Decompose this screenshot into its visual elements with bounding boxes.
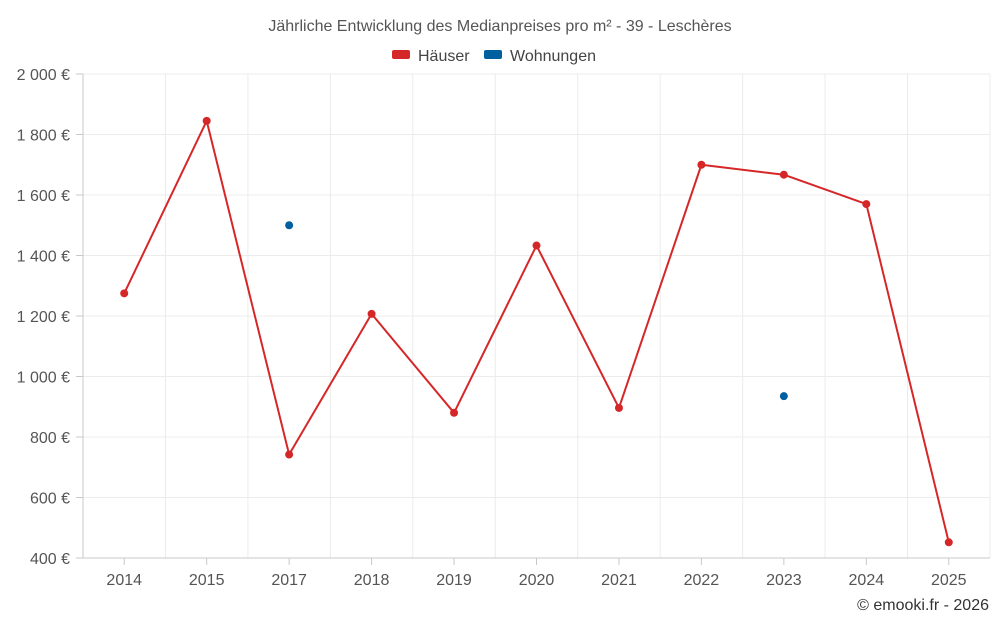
data-point-haeuser — [367, 309, 376, 318]
legend-swatch-haeuser — [392, 50, 410, 59]
data-point-haeuser — [120, 289, 129, 298]
series — [120, 116, 953, 547]
y-tick-label: 600 € — [30, 491, 70, 508]
x-tick-label: 2019 — [436, 572, 472, 589]
data-point-wohnungen — [285, 221, 294, 230]
legend-label-wohnungen: Wohnungen — [510, 48, 596, 65]
x-tick-label: 2023 — [766, 572, 802, 589]
x-tick-label: 2015 — [189, 572, 225, 589]
series-line-segment-haeuser — [123, 119, 208, 295]
series-line-segment-haeuser — [700, 163, 785, 176]
legend[interactable]: Häuser Wohnungen — [392, 48, 596, 65]
data-point-wohnungen — [779, 392, 788, 401]
legend-label-haeuser: Häuser — [418, 48, 470, 65]
credit-text: © emooki.fr - 2026 — [857, 597, 989, 614]
data-point-haeuser — [614, 403, 623, 412]
series-line-segment-haeuser — [205, 119, 291, 456]
legend-item-haeuser[interactable]: Häuser — [392, 48, 470, 65]
series-line-segment-haeuser — [453, 244, 538, 414]
legend-swatch-wohnungen — [484, 50, 502, 59]
y-tick-label: 1 600 € — [17, 188, 70, 205]
y-tick-label: 1 200 € — [17, 309, 70, 326]
x-tick-label: 2021 — [601, 572, 637, 589]
series-line-segment-haeuser — [535, 244, 620, 409]
data-point-haeuser — [202, 116, 211, 125]
y-tick-label: 1 400 € — [17, 249, 70, 266]
series-line-segment-haeuser — [865, 203, 950, 544]
series-wohnungen — [285, 221, 788, 401]
data-point-haeuser — [532, 241, 541, 250]
x-tick-label: 2018 — [354, 572, 390, 589]
data-point-haeuser — [944, 538, 953, 547]
x-tick-label: 2020 — [519, 572, 555, 589]
data-point-haeuser — [450, 408, 459, 417]
data-point-haeuser — [779, 170, 788, 179]
legend-item-wohnungen[interactable]: Wohnungen — [484, 48, 596, 65]
series-line-segment-haeuser — [782, 173, 868, 206]
y-tick-label: 800 € — [30, 430, 70, 447]
chart-title: Jährliche Entwicklung des Medianpreises … — [268, 18, 731, 35]
x-tick-label: 2024 — [849, 572, 885, 589]
series-line-segment-haeuser — [617, 163, 703, 409]
data-point-haeuser — [697, 160, 706, 169]
data-point-haeuser — [285, 450, 294, 459]
grid-lines — [83, 73, 991, 558]
series-line-segment-haeuser — [370, 312, 456, 414]
y-tick-label: 1 800 € — [17, 128, 70, 145]
x-tick-label: 2014 — [106, 572, 142, 589]
x-tick-label: 2017 — [271, 572, 307, 589]
x-tick-label: 2025 — [931, 572, 967, 589]
y-tick-label: 1 000 € — [17, 370, 70, 387]
y-tick-label: 2 000 € — [17, 67, 70, 84]
axes: 400 € 600 € 800 € 1 000 € 1 200 € 1 400 € 1 60… — [17, 67, 990, 589]
data-point-haeuser — [862, 200, 871, 209]
series-haeuser — [120, 116, 953, 547]
x-tick-label: 2022 — [684, 572, 720, 589]
y-tick-label: 400 € — [30, 551, 70, 568]
series-line-segment-haeuser — [288, 312, 373, 456]
